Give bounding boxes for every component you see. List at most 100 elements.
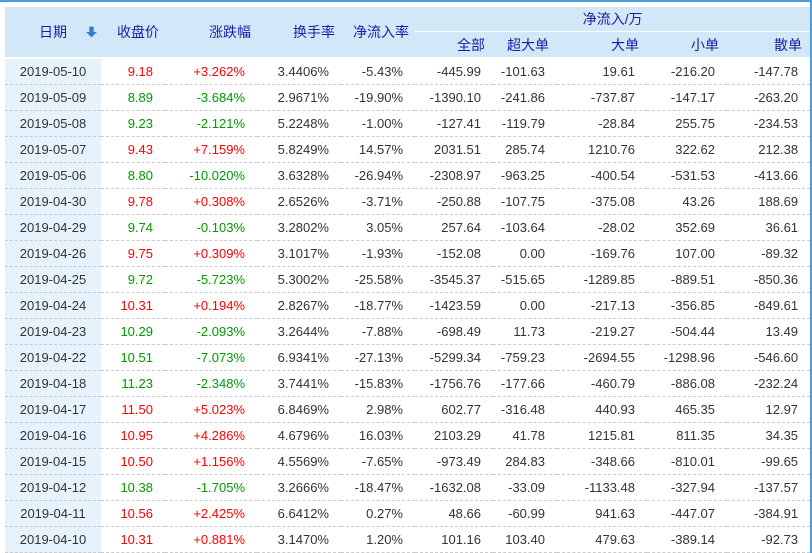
- inflow-rate-cell: -19.90%: [341, 84, 415, 111]
- close-price-cell: 10.31: [101, 526, 165, 553]
- inflow-small-cell: -147.17: [647, 84, 727, 111]
- table-row: 2019-04-29 9.74 -0.103% 3.2802% 3.05% 25…: [5, 214, 810, 241]
- inflow-super-large-cell: -107.75: [493, 188, 557, 215]
- column-header-all: 全部: [415, 31, 493, 59]
- inflow-small-cell: -531.53: [647, 162, 727, 189]
- column-header-small: 小单: [647, 31, 727, 59]
- inflow-large-cell: -460.79: [557, 370, 647, 397]
- inflow-super-large-cell: -103.64: [493, 214, 557, 241]
- close-price-cell: 9.78: [101, 188, 165, 215]
- inflow-small-cell: 811.35: [647, 422, 727, 449]
- inflow-super-large-cell: -316.48: [493, 396, 557, 423]
- inflow-all-cell: -127.41: [415, 110, 493, 137]
- fund-flow-table: 日期 收盘价 涨跌幅 换手率 净流入率 净流入/万 全部 超大单 大单 小单 散…: [5, 7, 810, 553]
- inflow-small-cell: 322.62: [647, 136, 727, 163]
- inflow-large-cell: -400.54: [557, 162, 647, 189]
- table-row: 2019-04-15 10.50 +1.156% 4.5569% -7.65% …: [5, 448, 810, 475]
- date-cell: 2019-05-07: [5, 136, 101, 163]
- inflow-super-large-cell: -60.99: [493, 500, 557, 527]
- close-price-cell: 8.80: [101, 162, 165, 189]
- change-percent-cell: -3.684%: [165, 84, 257, 111]
- table-row: 2019-04-12 10.38 -1.705% 3.2666% -18.47%…: [5, 474, 810, 501]
- inflow-rate-cell: -5.43%: [341, 58, 415, 85]
- inflow-super-large-cell: -963.25: [493, 162, 557, 189]
- inflow-retail-cell: -850.36: [727, 266, 810, 293]
- column-header-date[interactable]: 日期: [5, 7, 101, 59]
- inflow-large-cell: -28.84: [557, 110, 647, 137]
- inflow-large-cell: -737.87: [557, 84, 647, 111]
- inflow-rate-cell: -26.94%: [341, 162, 415, 189]
- inflow-large-cell: 19.61: [557, 58, 647, 85]
- date-cell: 2019-04-15: [5, 448, 101, 475]
- column-header-retail: 散单: [727, 31, 810, 59]
- inflow-retail-cell: -137.57: [727, 474, 810, 501]
- inflow-retail-cell: -92.73: [727, 526, 810, 553]
- inflow-small-cell: 465.35: [647, 396, 727, 423]
- close-price-cell: 9.72: [101, 266, 165, 293]
- date-cell: 2019-04-17: [5, 396, 101, 423]
- turnover-rate-cell: 3.6328%: [257, 162, 341, 189]
- turnover-rate-cell: 2.8267%: [257, 292, 341, 319]
- table-row: 2019-04-24 10.31 +0.194% 2.8267% -18.77%…: [5, 292, 810, 319]
- inflow-large-cell: -28.02: [557, 214, 647, 241]
- inflow-large-cell: -375.08: [557, 188, 647, 215]
- table-row: 2019-04-30 9.78 +0.308% 2.6526% -3.71% -…: [5, 188, 810, 215]
- inflow-small-cell: 255.75: [647, 110, 727, 137]
- inflow-all-cell: -698.49: [415, 318, 493, 345]
- inflow-large-cell: 941.63: [557, 500, 647, 527]
- inflow-retail-cell: -232.24: [727, 370, 810, 397]
- inflow-all-cell: 257.64: [415, 214, 493, 241]
- close-price-cell: 10.38: [101, 474, 165, 501]
- table-row: 2019-04-26 9.75 +0.309% 3.1017% -1.93% -…: [5, 240, 810, 267]
- date-cell: 2019-04-24: [5, 292, 101, 319]
- inflow-small-cell: -889.51: [647, 266, 727, 293]
- inflow-small-cell: -356.85: [647, 292, 727, 319]
- change-percent-cell: +4.286%: [165, 422, 257, 449]
- turnover-rate-cell: 3.2666%: [257, 474, 341, 501]
- inflow-super-large-cell: 284.83: [493, 448, 557, 475]
- inflow-small-cell: -447.07: [647, 500, 727, 527]
- date-cell: 2019-04-12: [5, 474, 101, 501]
- turnover-rate-cell: 3.2644%: [257, 318, 341, 345]
- date-cell: 2019-04-22: [5, 344, 101, 371]
- change-percent-cell: +0.309%: [165, 240, 257, 267]
- inflow-large-cell: -1133.48: [557, 474, 647, 501]
- inflow-rate-cell: -3.71%: [341, 188, 415, 215]
- table-row: 2019-04-25 9.72 -5.723% 5.3002% -25.58% …: [5, 266, 810, 293]
- change-percent-cell: -7.073%: [165, 344, 257, 371]
- inflow-all-cell: 2031.51: [415, 136, 493, 163]
- inflow-retail-cell: -413.66: [727, 162, 810, 189]
- inflow-rate-cell: -7.65%: [341, 448, 415, 475]
- inflow-all-cell: -3545.37: [415, 266, 493, 293]
- table-row: 2019-04-18 11.23 -2.348% 3.7441% -15.83%…: [5, 370, 810, 397]
- change-percent-cell: -2.121%: [165, 110, 257, 137]
- date-cell: 2019-05-10: [5, 58, 101, 85]
- close-price-cell: 10.29: [101, 318, 165, 345]
- inflow-small-cell: -1298.96: [647, 344, 727, 371]
- inflow-retail-cell: -89.32: [727, 240, 810, 267]
- inflow-small-cell: -216.20: [647, 58, 727, 85]
- inflow-all-cell: -1632.08: [415, 474, 493, 501]
- change-percent-cell: -0.103%: [165, 214, 257, 241]
- inflow-small-cell: 43.26: [647, 188, 727, 215]
- inflow-retail-cell: -263.20: [727, 84, 810, 111]
- change-percent-cell: -2.093%: [165, 318, 257, 345]
- inflow-large-cell: 440.93: [557, 396, 647, 423]
- inflow-super-large-cell: 0.00: [493, 240, 557, 267]
- date-cell: 2019-04-18: [5, 370, 101, 397]
- table-row: 2019-04-10 10.31 +0.881% 3.1470% 1.20% 1…: [5, 526, 810, 553]
- date-cell: 2019-05-09: [5, 84, 101, 111]
- table-row: 2019-04-16 10.95 +4.286% 4.6796% 16.03% …: [5, 422, 810, 449]
- close-price-cell: 9.43: [101, 136, 165, 163]
- inflow-retail-cell: -147.78: [727, 58, 810, 85]
- turnover-rate-cell: 5.2248%: [257, 110, 341, 137]
- column-group-header-net-inflow: 净流入/万: [415, 7, 810, 32]
- turnover-rate-cell: 3.4406%: [257, 58, 341, 85]
- inflow-retail-cell: 12.97: [727, 396, 810, 423]
- date-cell: 2019-04-25: [5, 266, 101, 293]
- column-header-large: 大单: [557, 31, 647, 59]
- inflow-rate-cell: -1.00%: [341, 110, 415, 137]
- inflow-small-cell: -389.14: [647, 526, 727, 553]
- inflow-rate-cell: -18.77%: [341, 292, 415, 319]
